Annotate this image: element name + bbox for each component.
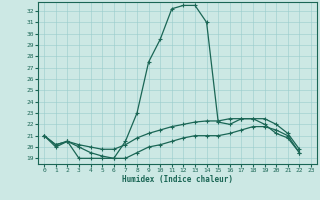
X-axis label: Humidex (Indice chaleur): Humidex (Indice chaleur) [122, 175, 233, 184]
